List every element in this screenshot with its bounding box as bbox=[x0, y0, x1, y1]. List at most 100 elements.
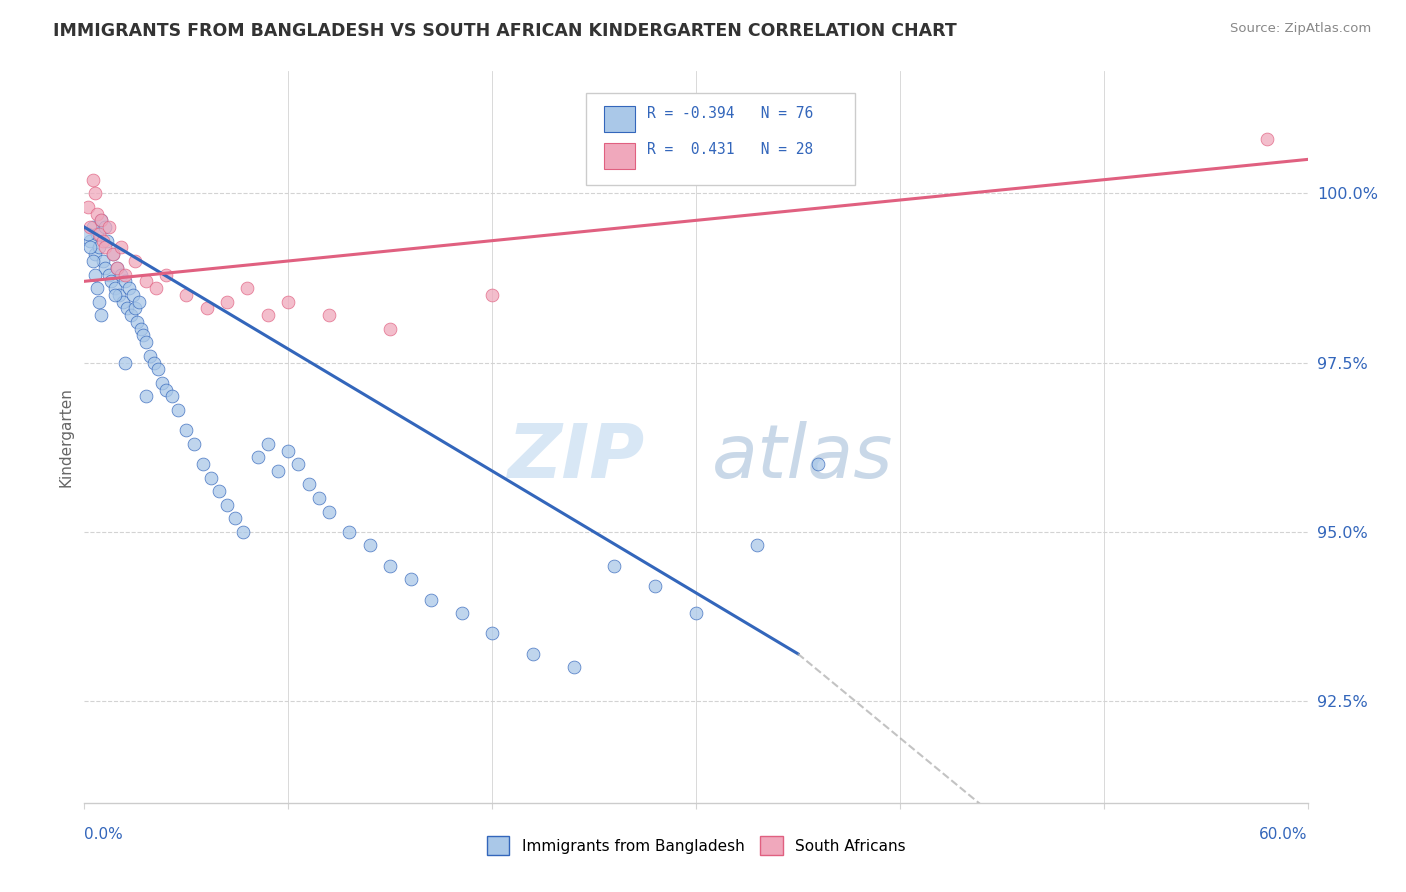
Text: Source: ZipAtlas.com: Source: ZipAtlas.com bbox=[1230, 22, 1371, 36]
Point bbox=[747, 538, 769, 552]
Point bbox=[318, 308, 340, 322]
Point bbox=[105, 260, 128, 275]
Point bbox=[86, 281, 108, 295]
Point bbox=[208, 484, 231, 499]
Point bbox=[685, 606, 707, 620]
Point bbox=[101, 247, 124, 261]
Point bbox=[93, 260, 115, 275]
Point bbox=[86, 206, 108, 220]
Point bbox=[142, 355, 165, 369]
Point bbox=[380, 558, 402, 573]
Point bbox=[287, 457, 309, 471]
Point bbox=[167, 403, 190, 417]
Point bbox=[77, 227, 100, 241]
Point bbox=[83, 268, 105, 282]
Point bbox=[267, 464, 290, 478]
Point bbox=[277, 443, 299, 458]
Legend: Immigrants from Bangladesh, South Africans: Immigrants from Bangladesh, South Africa… bbox=[481, 830, 911, 861]
Point bbox=[236, 281, 259, 295]
Point bbox=[339, 524, 361, 539]
Point bbox=[91, 254, 114, 268]
Y-axis label: Kindergarten: Kindergarten bbox=[58, 387, 73, 487]
Text: R = -0.394   N = 76: R = -0.394 N = 76 bbox=[647, 105, 813, 120]
Point bbox=[124, 301, 146, 316]
Point bbox=[97, 268, 120, 282]
Point bbox=[145, 281, 167, 295]
Point bbox=[82, 172, 104, 186]
Point bbox=[110, 268, 132, 282]
Point bbox=[86, 227, 108, 241]
Point bbox=[257, 308, 280, 322]
Point bbox=[257, 437, 280, 451]
Point bbox=[79, 220, 101, 235]
Point bbox=[138, 349, 160, 363]
Point bbox=[380, 322, 402, 336]
Point bbox=[124, 254, 146, 268]
Point bbox=[644, 579, 666, 593]
Point bbox=[217, 294, 239, 309]
Point bbox=[90, 213, 112, 227]
Point bbox=[359, 538, 381, 552]
Point bbox=[114, 268, 136, 282]
Point bbox=[115, 301, 138, 316]
Point bbox=[90, 213, 112, 227]
Point bbox=[79, 234, 101, 248]
Point bbox=[277, 294, 299, 309]
Point bbox=[318, 505, 340, 519]
Point bbox=[127, 315, 149, 329]
Point bbox=[108, 288, 131, 302]
Point bbox=[232, 524, 254, 539]
Point bbox=[298, 477, 321, 491]
Point bbox=[87, 227, 110, 241]
Point bbox=[82, 254, 104, 268]
Point bbox=[93, 220, 115, 235]
Point bbox=[224, 511, 246, 525]
Point bbox=[131, 322, 153, 336]
Point bbox=[450, 606, 472, 620]
Point bbox=[481, 626, 503, 640]
FancyBboxPatch shape bbox=[605, 143, 636, 169]
Point bbox=[82, 220, 104, 235]
Point bbox=[1256, 132, 1278, 146]
Point bbox=[104, 281, 127, 295]
Text: 60.0%: 60.0% bbox=[1260, 827, 1308, 841]
Point bbox=[308, 491, 330, 505]
Point bbox=[481, 288, 503, 302]
Text: atlas: atlas bbox=[713, 421, 894, 493]
Point bbox=[91, 234, 114, 248]
Point bbox=[155, 268, 177, 282]
Point bbox=[83, 186, 105, 201]
Point bbox=[420, 592, 443, 607]
Point bbox=[603, 558, 626, 573]
Point bbox=[112, 294, 135, 309]
Point bbox=[174, 288, 197, 302]
Point bbox=[83, 247, 105, 261]
Point bbox=[79, 240, 101, 254]
Point bbox=[114, 355, 136, 369]
Point bbox=[135, 335, 157, 350]
Point bbox=[160, 389, 183, 403]
Text: R =  0.431   N = 28: R = 0.431 N = 28 bbox=[647, 142, 813, 157]
Point bbox=[135, 389, 157, 403]
Point bbox=[562, 660, 585, 674]
Point bbox=[399, 572, 422, 586]
Point bbox=[195, 301, 218, 316]
Point bbox=[183, 437, 205, 451]
Point bbox=[90, 308, 112, 322]
Point bbox=[807, 457, 830, 471]
Point bbox=[200, 471, 222, 485]
Point bbox=[217, 498, 239, 512]
Point bbox=[97, 220, 120, 235]
Point bbox=[104, 288, 127, 302]
Point bbox=[105, 260, 128, 275]
Point bbox=[114, 274, 136, 288]
Point bbox=[87, 294, 110, 309]
Point bbox=[120, 308, 142, 322]
Text: ZIP: ZIP bbox=[508, 421, 645, 494]
Point bbox=[174, 423, 197, 437]
Point bbox=[191, 457, 214, 471]
Point bbox=[522, 647, 544, 661]
Point bbox=[101, 247, 124, 261]
Point bbox=[128, 294, 150, 309]
Point bbox=[146, 362, 169, 376]
